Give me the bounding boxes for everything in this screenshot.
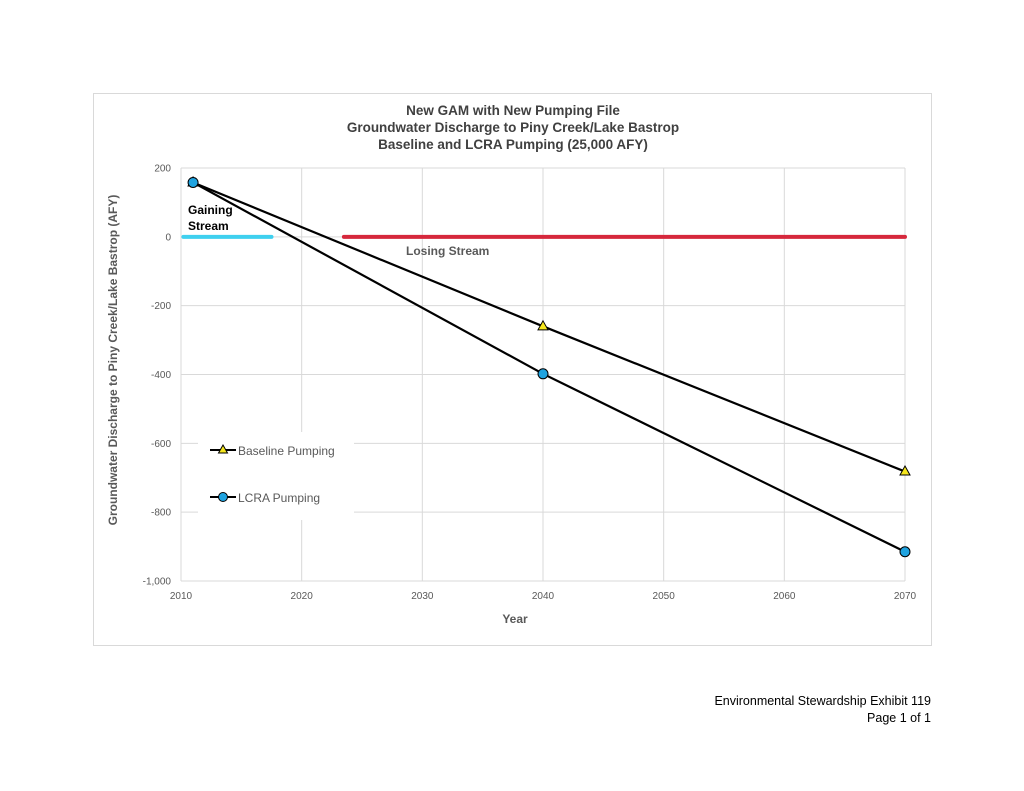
y-tick-label: 0 (165, 232, 171, 243)
x-axis-ticks: 2010 2020 2030 2040 2050 2060 2070 (170, 591, 917, 602)
x-tick-label: 2060 (773, 591, 796, 602)
series-layer (187, 175, 911, 558)
y-tick-label: -600 (151, 439, 171, 450)
x-tick-label: 2010 (170, 591, 193, 602)
losing-stream-label: Losing Stream (406, 244, 489, 258)
legend-triangle-marker (217, 443, 229, 454)
gaining-stream-label-2: Stream (188, 219, 229, 233)
legend-entry-baseline: Baseline Pumping (210, 443, 335, 458)
x-tick-label: 2020 (291, 591, 314, 602)
data-point-lcra (537, 368, 549, 380)
x-tick-label: 2050 (653, 591, 676, 602)
y-tick-label: -200 (151, 301, 171, 312)
footer-exhibit-label: Environmental Stewardship Exhibit 119 (714, 694, 931, 708)
data-point-baseline (899, 465, 911, 476)
legend-label-lcra: LCRA Pumping (238, 491, 320, 505)
x-tick-label: 2040 (532, 591, 555, 602)
y-tick-label: -400 (151, 370, 171, 381)
legend-circle-marker (218, 492, 228, 502)
chart-title-line-1: New GAM with New Pumping File (406, 103, 620, 118)
x-axis-title: Year (502, 612, 528, 626)
x-tick-label: 2070 (894, 591, 917, 602)
chart-title-line-2: Groundwater Discharge to Piny Creek/Lake… (347, 120, 679, 135)
data-point-baseline (537, 319, 549, 331)
chart-title-line-3: Baseline and LCRA Pumping (25,000 AFY) (378, 137, 648, 152)
legend-entry-lcra: LCRA Pumping (210, 491, 320, 505)
y-tick-label: -1,000 (143, 577, 172, 588)
data-point-lcra (899, 546, 911, 558)
y-tick-label: -800 (151, 508, 171, 519)
x-tick-label: 2030 (411, 591, 434, 602)
data-point-lcra (187, 176, 199, 188)
chart-border (93, 93, 932, 646)
legend-label-baseline: Baseline Pumping (238, 444, 335, 458)
gaining-stream-label-1: Gaining (188, 203, 233, 217)
y-tick-label: 200 (154, 164, 171, 175)
footer-page-number: Page 1 of 1 (867, 711, 931, 725)
y-axis-ticks: 200 0 -200 -400 -600 -800 -1,000 (143, 164, 172, 588)
y-axis-title: Groundwater Discharge to Piny Creek/Lake… (106, 195, 120, 526)
